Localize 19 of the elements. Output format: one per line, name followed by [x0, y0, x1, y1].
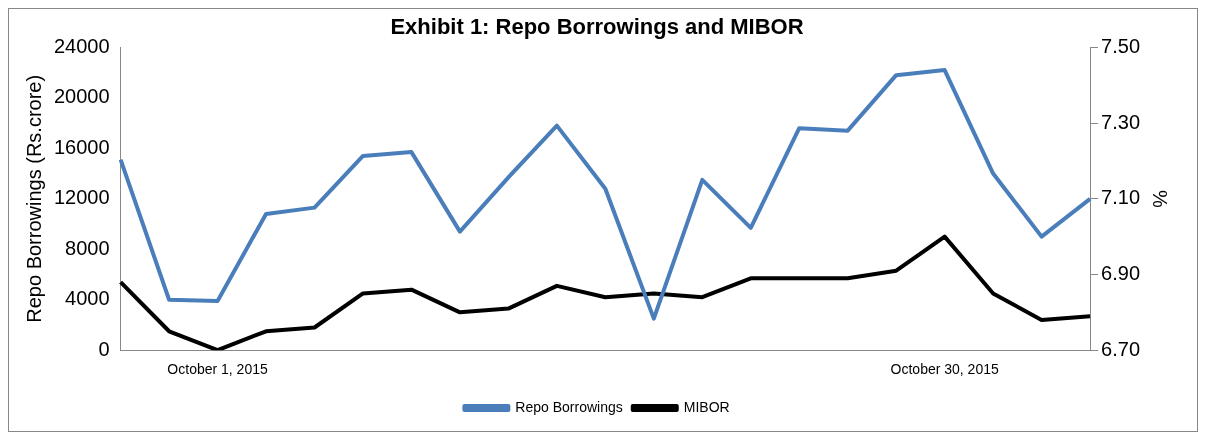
y-tick-label: 8000 — [65, 236, 110, 259]
legend-label: MIBOR — [683, 398, 730, 415]
y2-tick-label: 6.90 — [1101, 262, 1141, 285]
y2-tick-label: 7.50 — [1101, 34, 1141, 57]
y2-tick-label: 6.70 — [1101, 337, 1141, 360]
x-tick-label: October 30, 2015 — [890, 361, 999, 378]
y-tick-label: 24000 — [53, 34, 110, 57]
y-tick-label: 16000 — [53, 135, 110, 158]
y-tick-label: 0 — [98, 337, 110, 360]
x-tick-label: October 1, 2015 — [167, 361, 268, 378]
y2-axis-title: % — [1149, 189, 1172, 208]
y2-tick-label: 7.30 — [1101, 110, 1141, 133]
y-axis-title: Repo Borrowings (Rs.crore) — [22, 74, 45, 323]
y-tick-label: 4000 — [65, 287, 110, 310]
chart-title: Exhibit 1: Repo Borrowings and MIBOR — [390, 14, 804, 40]
y2-tick-label: 7.10 — [1101, 186, 1141, 209]
legend-label: Repo Borrowings — [515, 398, 623, 415]
y-tick-label: 12000 — [53, 186, 110, 209]
y-tick-label: 20000 — [53, 85, 110, 108]
